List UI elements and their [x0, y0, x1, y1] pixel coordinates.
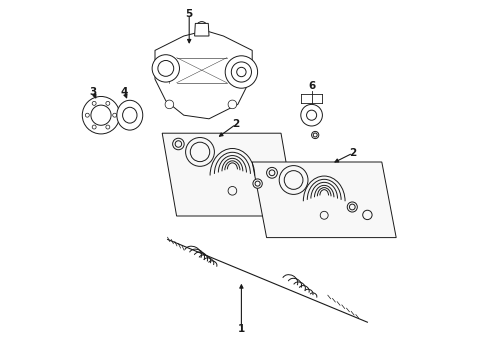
Circle shape: [106, 125, 110, 129]
Polygon shape: [252, 162, 396, 238]
Ellipse shape: [122, 107, 137, 123]
Ellipse shape: [117, 100, 143, 130]
Circle shape: [363, 210, 372, 220]
Circle shape: [312, 131, 319, 139]
Circle shape: [190, 142, 210, 162]
Circle shape: [279, 166, 308, 194]
Polygon shape: [195, 23, 209, 36]
Text: 2: 2: [349, 148, 357, 158]
Circle shape: [228, 100, 237, 109]
Circle shape: [82, 96, 120, 134]
Circle shape: [172, 138, 184, 150]
Circle shape: [152, 55, 179, 82]
Circle shape: [92, 102, 96, 105]
Circle shape: [269, 170, 275, 176]
Circle shape: [175, 141, 182, 147]
Polygon shape: [162, 133, 295, 216]
Circle shape: [255, 181, 260, 186]
Circle shape: [92, 125, 96, 129]
Circle shape: [158, 60, 174, 76]
Text: 1: 1: [238, 324, 245, 334]
Circle shape: [106, 102, 110, 105]
Circle shape: [85, 113, 89, 117]
Circle shape: [320, 211, 328, 219]
Circle shape: [196, 22, 207, 32]
Circle shape: [186, 138, 215, 166]
Text: 6: 6: [308, 81, 315, 91]
Text: 3: 3: [90, 87, 97, 97]
Polygon shape: [155, 31, 252, 119]
Circle shape: [113, 113, 117, 117]
Circle shape: [225, 56, 258, 88]
Circle shape: [313, 133, 317, 137]
Circle shape: [347, 202, 357, 212]
Circle shape: [301, 104, 322, 126]
Circle shape: [284, 171, 303, 189]
Circle shape: [253, 179, 262, 188]
Circle shape: [228, 186, 237, 195]
Circle shape: [91, 105, 111, 125]
Circle shape: [349, 204, 355, 210]
Text: 4: 4: [121, 87, 128, 97]
Circle shape: [237, 67, 246, 77]
Circle shape: [307, 110, 317, 120]
Text: 2: 2: [232, 119, 240, 129]
Text: 5: 5: [186, 9, 193, 19]
Circle shape: [165, 100, 174, 109]
Circle shape: [231, 62, 251, 82]
Circle shape: [267, 167, 277, 178]
